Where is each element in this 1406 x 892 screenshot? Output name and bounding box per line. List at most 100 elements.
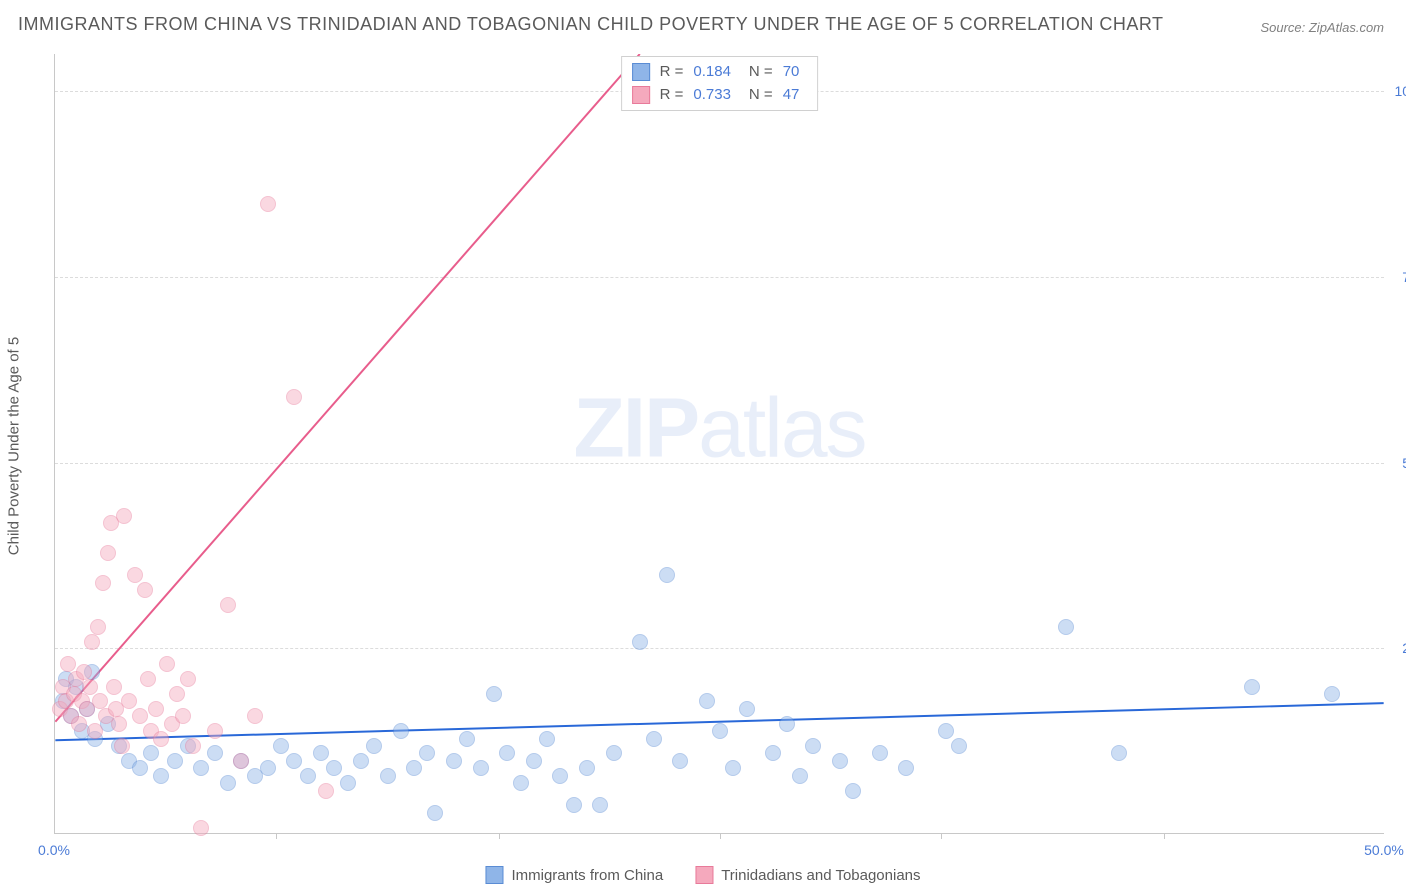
- scatter-point: [87, 723, 103, 739]
- scatter-point: [95, 575, 111, 591]
- scatter-point: [872, 745, 888, 761]
- scatter-point: [247, 708, 263, 724]
- legend-label: Immigrants from China: [511, 867, 663, 884]
- scatter-point: [169, 686, 185, 702]
- scatter-point: [898, 760, 914, 776]
- y-tick-label: 100.0%: [1388, 83, 1406, 99]
- scatter-point: [193, 820, 209, 836]
- scatter-point: [71, 716, 87, 732]
- scatter-point: [1244, 679, 1260, 695]
- legend-swatch: [632, 86, 650, 104]
- scatter-point: [419, 745, 435, 761]
- scatter-point: [313, 745, 329, 761]
- scatter-point: [606, 745, 622, 761]
- scatter-point: [406, 760, 422, 776]
- scatter-point: [427, 805, 443, 821]
- scatter-point: [539, 731, 555, 747]
- scatter-point: [260, 760, 276, 776]
- scatter-point: [1111, 745, 1127, 761]
- legend-label: Trinidadians and Tobagonians: [721, 867, 920, 884]
- scatter-point: [148, 701, 164, 717]
- scatter-point: [646, 731, 662, 747]
- scatter-point: [739, 701, 755, 717]
- scatter-point: [159, 656, 175, 672]
- stat-row: R = 0.184N = 70: [632, 61, 808, 84]
- scatter-point: [260, 196, 276, 212]
- x-tick-mark: [1164, 833, 1165, 839]
- stat-n-value: 70: [783, 61, 800, 84]
- scatter-point: [513, 775, 529, 791]
- scatter-point: [111, 716, 127, 732]
- scatter-point: [300, 768, 316, 784]
- scatter-point: [499, 745, 515, 761]
- scatter-point: [233, 753, 249, 769]
- stat-n-label: N =: [749, 61, 773, 84]
- chart-title: IMMIGRANTS FROM CHINA VS TRINIDADIAN AND…: [18, 14, 1164, 35]
- scatter-point: [699, 693, 715, 709]
- scatter-point: [193, 760, 209, 776]
- y-tick-label: 25.0%: [1388, 640, 1406, 656]
- scatter-point: [207, 745, 223, 761]
- correlation-stats-box: R = 0.184N = 70R = 0.733N = 47: [621, 56, 819, 111]
- scatter-point: [153, 768, 169, 784]
- scatter-point: [82, 679, 98, 695]
- scatter-point: [632, 634, 648, 650]
- scatter-point: [672, 753, 688, 769]
- source-attribution: Source: ZipAtlas.com: [1260, 20, 1384, 35]
- legend-item: Trinidadians and Tobagonians: [695, 866, 920, 884]
- scatter-point: [765, 745, 781, 761]
- scatter-point: [140, 671, 156, 687]
- scatter-point: [92, 693, 108, 709]
- scatter-point: [366, 738, 382, 754]
- scatter-point: [1324, 686, 1340, 702]
- scatter-point: [114, 738, 130, 754]
- x-tick-label: 0.0%: [38, 842, 70, 858]
- scatter-point: [76, 664, 92, 680]
- x-tick-mark: [941, 833, 942, 839]
- legend-item: Immigrants from China: [485, 866, 663, 884]
- gridline: [55, 463, 1384, 464]
- scatter-point: [132, 760, 148, 776]
- x-tick-mark: [499, 833, 500, 839]
- scatter-point: [340, 775, 356, 791]
- scatter-point: [938, 723, 954, 739]
- scatter-point: [832, 753, 848, 769]
- scatter-point: [353, 753, 369, 769]
- scatter-point: [486, 686, 502, 702]
- stat-r-value: 0.733: [693, 84, 731, 107]
- scatter-point: [318, 783, 334, 799]
- scatter-point: [792, 768, 808, 784]
- scatter-point: [153, 731, 169, 747]
- scatter-point: [127, 567, 143, 583]
- stat-n-value: 47: [783, 84, 800, 107]
- scatter-point: [725, 760, 741, 776]
- y-tick-label: 75.0%: [1388, 269, 1406, 285]
- gridline: [55, 648, 1384, 649]
- scatter-point: [220, 775, 236, 791]
- stat-row: R = 0.733N = 47: [632, 84, 808, 107]
- scatter-point: [207, 723, 223, 739]
- scatter-point: [659, 567, 675, 583]
- scatter-point: [143, 745, 159, 761]
- scatter-point: [106, 679, 122, 695]
- scatter-point: [60, 656, 76, 672]
- scatter-point: [116, 508, 132, 524]
- scatter-point: [286, 389, 302, 405]
- scatter-point: [805, 738, 821, 754]
- scatter-point: [137, 582, 153, 598]
- scatter-point: [526, 753, 542, 769]
- scatter-point: [1058, 619, 1074, 635]
- plot-area: ZIPatlas R = 0.184N = 70R = 0.733N = 47 …: [54, 54, 1384, 834]
- scatter-point: [175, 708, 191, 724]
- scatter-point: [84, 634, 100, 650]
- scatter-point: [459, 731, 475, 747]
- scatter-point: [326, 760, 342, 776]
- scatter-point: [286, 753, 302, 769]
- scatter-point: [100, 545, 116, 561]
- scatter-point: [393, 723, 409, 739]
- scatter-point: [185, 738, 201, 754]
- legend-swatch: [632, 63, 650, 81]
- scatter-point: [473, 760, 489, 776]
- scatter-point: [552, 768, 568, 784]
- gridline: [55, 277, 1384, 278]
